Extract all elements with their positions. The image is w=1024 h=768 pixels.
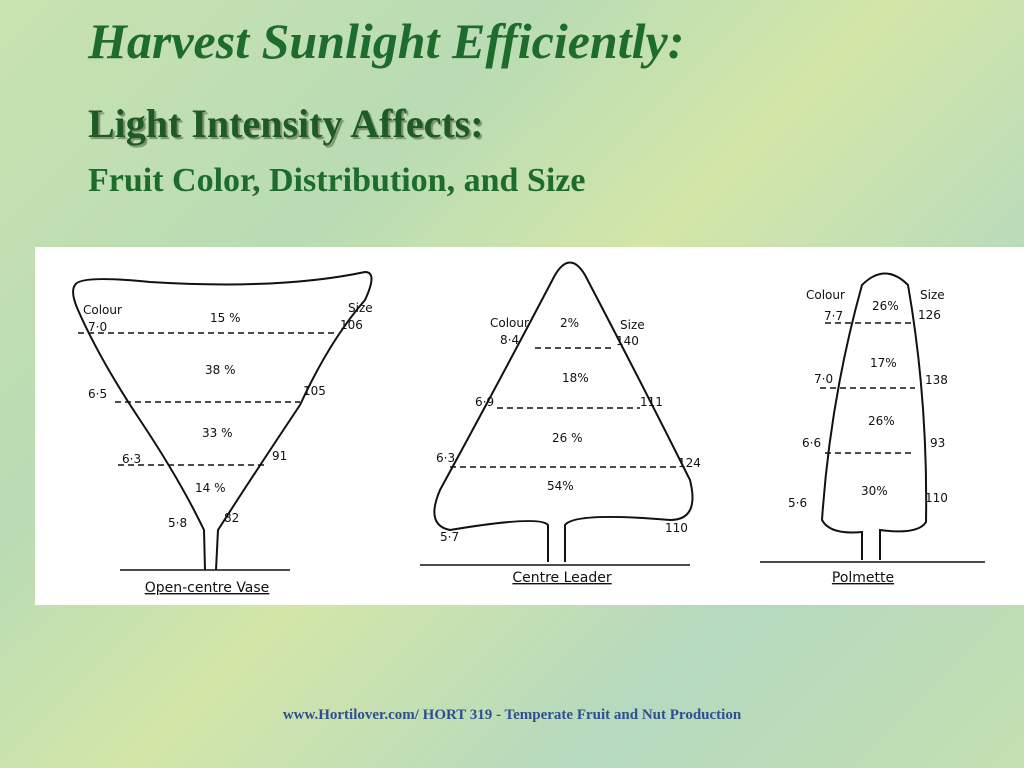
- colour-value: 6·9: [475, 395, 494, 409]
- leader-outline: [433, 261, 694, 562]
- colour-value: 6·3: [436, 451, 455, 465]
- subtitle: Light Intensity Affects:: [88, 101, 484, 146]
- size-value: 105: [303, 384, 326, 398]
- polmette-outline: [820, 272, 928, 560]
- tree-name: Open-centre Vase: [145, 580, 270, 596]
- footer: www.Hortilover.com/ HORT 319 - Temperate…: [282, 707, 742, 723]
- colour-value: 5·6: [788, 496, 807, 510]
- size-value: 138: [925, 373, 948, 387]
- size-label: Size: [348, 301, 373, 315]
- colour-value: 7·7: [824, 309, 843, 323]
- colour-label: Colour: [83, 303, 122, 317]
- colour-label: Colour: [806, 288, 845, 302]
- colour-value: 7·0: [814, 372, 833, 386]
- zone-percent: 54%: [547, 479, 574, 493]
- ground: [120, 561, 985, 571]
- size-value: 111: [640, 395, 663, 409]
- title: Harvest Sunlight Efficiently:: [88, 13, 685, 69]
- zone-percent: 26%: [868, 414, 895, 428]
- zone-percent: 18%: [562, 371, 589, 385]
- tree-name: Polmette: [832, 570, 894, 586]
- size-label: Size: [620, 318, 645, 332]
- zone-percent: 33 %: [202, 426, 233, 440]
- size-value: 110: [665, 521, 688, 535]
- panel: [35, 247, 1024, 605]
- colour-value: 7·0: [88, 320, 107, 334]
- size-value: 126: [918, 308, 941, 322]
- zone-percent: 26 %: [552, 431, 583, 445]
- size-value: 82: [224, 511, 239, 525]
- colour-value: 6·5: [88, 387, 107, 401]
- vase-outline: [72, 270, 373, 571]
- zone-percent: 30%: [861, 484, 888, 498]
- colour-label: Colour: [490, 316, 529, 330]
- size-label: Size: [920, 288, 945, 302]
- colour-value: 6·3: [122, 452, 141, 466]
- size-value: 140: [616, 334, 639, 348]
- size-value: 91: [272, 449, 287, 463]
- zone-percent: 14 %: [195, 481, 226, 495]
- zone-percent: 2%: [560, 316, 579, 330]
- detail: Fruit Color, Distribution, and Size: [88, 162, 586, 199]
- colour-value: 8·4: [500, 333, 519, 347]
- zone-percent: 26%: [872, 299, 899, 313]
- colour-value: 6·6: [802, 436, 821, 450]
- size-value: 106: [340, 318, 363, 332]
- zone-percent: 15 %: [210, 311, 241, 325]
- size-value: 124: [678, 456, 701, 470]
- size-value: 93: [930, 436, 945, 450]
- colour-value: 5·8: [168, 516, 187, 530]
- tree-name: Centre Leader: [512, 570, 612, 586]
- colour-value: 5·7: [440, 530, 459, 544]
- size-value: 110: [925, 491, 948, 505]
- zone-percent: 17%: [870, 356, 897, 370]
- zone-percent: 38 %: [205, 363, 236, 377]
- outlines: [72, 261, 985, 571]
